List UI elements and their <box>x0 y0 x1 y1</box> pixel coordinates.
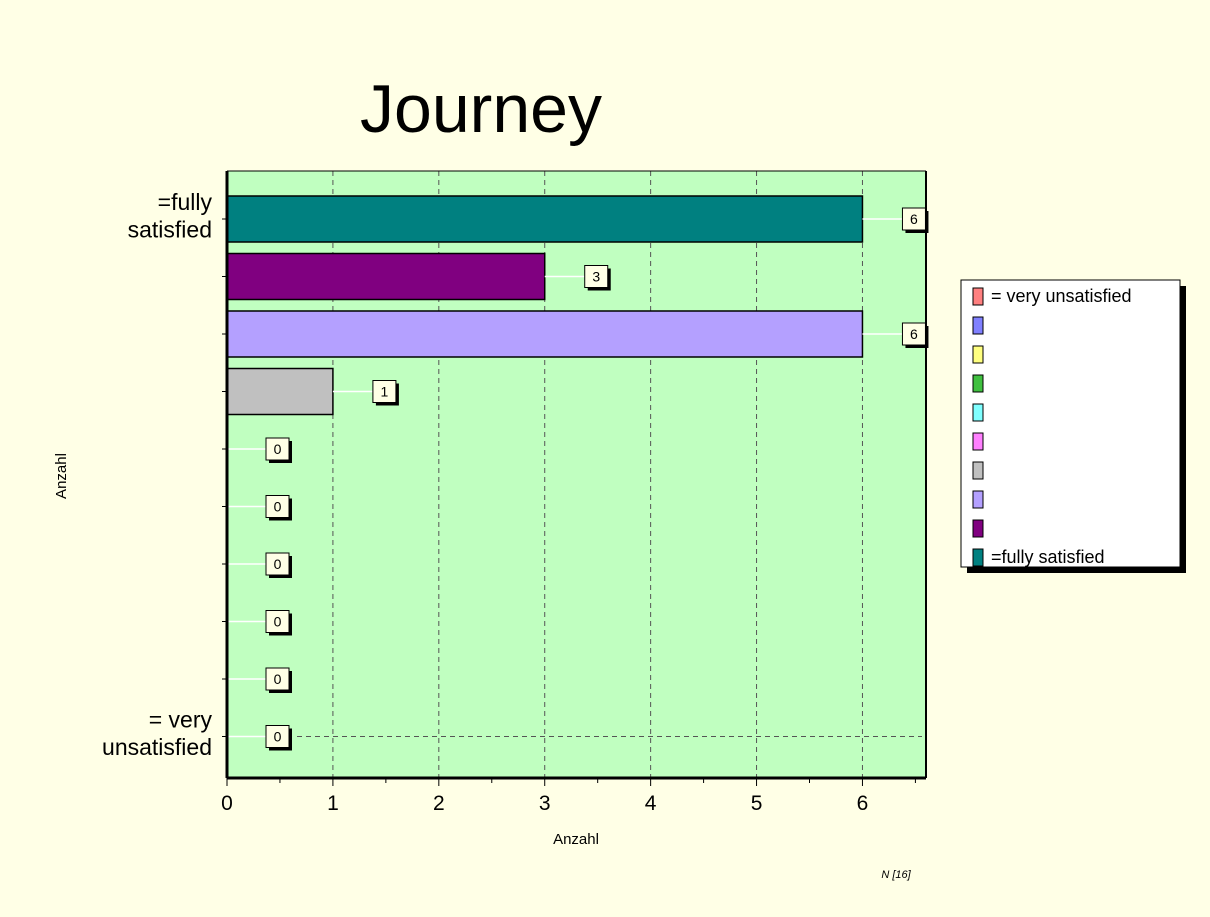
data-label-box <box>265 610 290 633</box>
legend <box>960 279 1181 568</box>
data-label: 0 <box>274 441 282 457</box>
bar <box>226 252 546 301</box>
data-label-box <box>372 380 397 403</box>
legend-swatch <box>972 490 984 509</box>
legend-swatch <box>972 461 984 480</box>
x-tick-label: 0 <box>221 792 233 815</box>
data-label: 3 <box>592 269 600 285</box>
data-label-box <box>265 667 290 691</box>
x-tick-label: 6 <box>857 792 869 815</box>
data-label: 0 <box>274 499 282 515</box>
legend-swatch <box>972 548 984 567</box>
data-label-box <box>265 437 290 461</box>
x-axis-title: Anzahl <box>553 831 599 848</box>
data-label-box <box>265 725 290 748</box>
data-label-box <box>584 265 609 288</box>
legend-swatch <box>972 403 984 422</box>
legend-swatch <box>972 316 984 335</box>
x-tick-label: 2 <box>433 792 445 815</box>
bar <box>226 195 864 243</box>
x-tick-label: 4 <box>645 792 657 815</box>
data-label: 0 <box>274 729 282 745</box>
bar <box>226 367 334 416</box>
legend-swatch <box>972 287 984 306</box>
data-label-box <box>265 495 290 518</box>
bar <box>226 310 864 358</box>
footnote-n: N [16] <box>881 869 911 881</box>
legend-swatch <box>972 374 984 393</box>
data-label: 0 <box>274 671 282 687</box>
data-label: 6 <box>910 211 918 227</box>
data-label: 1 <box>381 384 389 400</box>
y-category-label: = very unsatisfied <box>102 707 212 761</box>
chart-title: Journey <box>360 71 602 147</box>
y-axis-title: Anzahl <box>53 453 70 499</box>
legend-label: = very unsatisfied <box>991 286 1132 306</box>
data-label: 0 <box>274 614 282 630</box>
data-label: 0 <box>274 556 282 572</box>
data-label: 6 <box>910 326 918 342</box>
x-tick-label: 3 <box>539 792 551 815</box>
x-tick-label: 5 <box>751 792 763 815</box>
legend-swatch <box>972 345 984 364</box>
legend-swatch <box>972 432 984 451</box>
y-category-label: =fully satisfied <box>128 189 213 243</box>
data-label-box <box>265 552 290 576</box>
x-tick-label: 1 <box>327 792 339 815</box>
legend-label: =fully satisfied <box>991 547 1105 567</box>
legend-swatch <box>972 519 984 538</box>
